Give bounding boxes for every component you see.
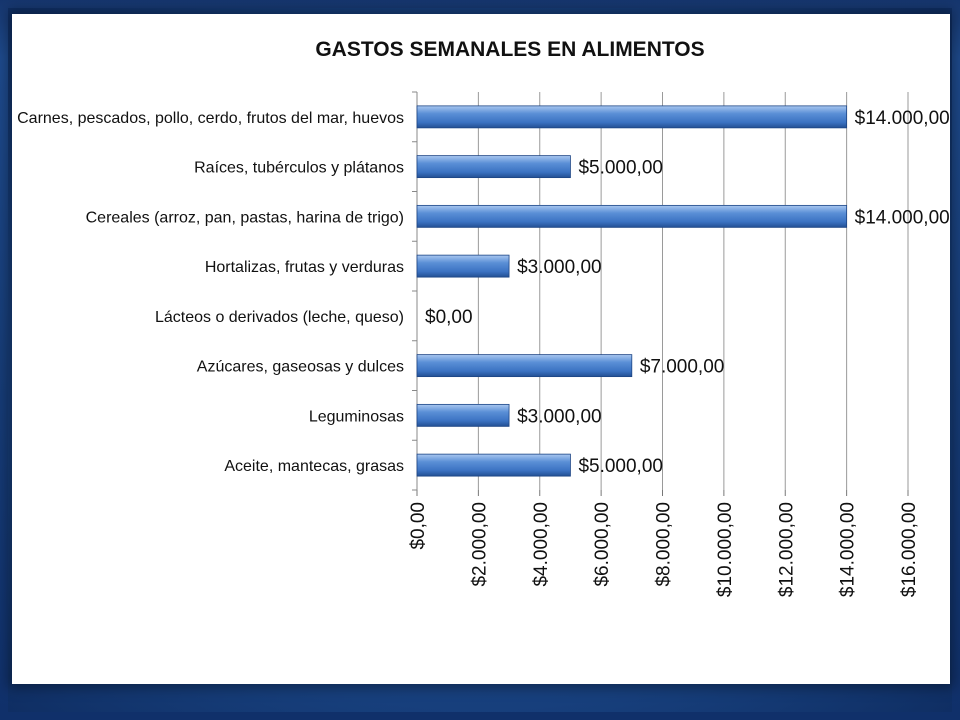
chart-slide: GASTOS SEMANALES EN ALIMENTOS Carnes, pe… [12, 14, 950, 684]
category-label: Cereales (arroz, pan, pastas, harina de … [86, 209, 404, 226]
bars [416, 105, 848, 477]
x-tick-label: $6.000,00 [592, 502, 613, 587]
bar [416, 403, 510, 427]
value-label: $3.000,00 [517, 406, 602, 427]
value-label: $3.000,00 [517, 257, 602, 278]
value-label: $7.000,00 [640, 357, 725, 378]
bar [416, 204, 848, 228]
category-label: Lácteos o derivados (leche, queso) [155, 309, 404, 326]
x-tick-label: $8.000,00 [654, 502, 675, 587]
value-label: $5.000,00 [578, 158, 663, 179]
category-label: Azúcares, gaseosas y dulces [197, 359, 404, 376]
chart-title: GASTOS SEMANALES EN ALIMENTOS [315, 38, 704, 61]
value-label: $14.000,00 [855, 207, 950, 228]
bar-chart: GASTOS SEMANALES EN ALIMENTOS Carnes, pe… [17, 38, 950, 597]
category-label: Leguminosas [309, 408, 404, 425]
value-label: $0,00 [425, 307, 473, 328]
value-labels: $14.000,00 $5.000,00 $14.000,00 $3.000,00 $0… [425, 108, 950, 477]
category-labels: Carnes, pescados, pollo, cerdo, frutos d… [17, 110, 404, 475]
bar [416, 354, 633, 378]
value-label: $14.000,00 [855, 108, 950, 129]
x-tick-labels: $0,00 $2.000,00 $4.000,00 $6.000,00 $8.000,0… [408, 502, 920, 597]
axes [412, 91, 909, 496]
x-tick-label: $10.000,00 [715, 502, 736, 597]
x-tick-label: $12.000,00 [776, 502, 797, 597]
x-tick-label: $2.000,00 [469, 502, 490, 587]
bar [416, 105, 848, 129]
category-label: Carnes, pescados, pollo, cerdo, frutos d… [17, 110, 404, 127]
x-tick-label: $0,00 [408, 502, 429, 550]
category-label: Raíces, tubérculos y plátanos [194, 160, 404, 177]
x-tick-label: $14.000,00 [838, 502, 859, 597]
value-label: $5.000,00 [578, 456, 663, 477]
grid-lines [477, 92, 909, 490]
category-label: Hortalizas, frutas y verduras [205, 259, 404, 276]
x-tick-label: $16.000,00 [899, 502, 920, 597]
bar [416, 155, 571, 179]
category-label: Aceite, mantecas, grasas [224, 458, 404, 475]
bar [416, 453, 571, 477]
x-tick-label: $4.000,00 [531, 502, 552, 587]
bar [416, 254, 510, 278]
